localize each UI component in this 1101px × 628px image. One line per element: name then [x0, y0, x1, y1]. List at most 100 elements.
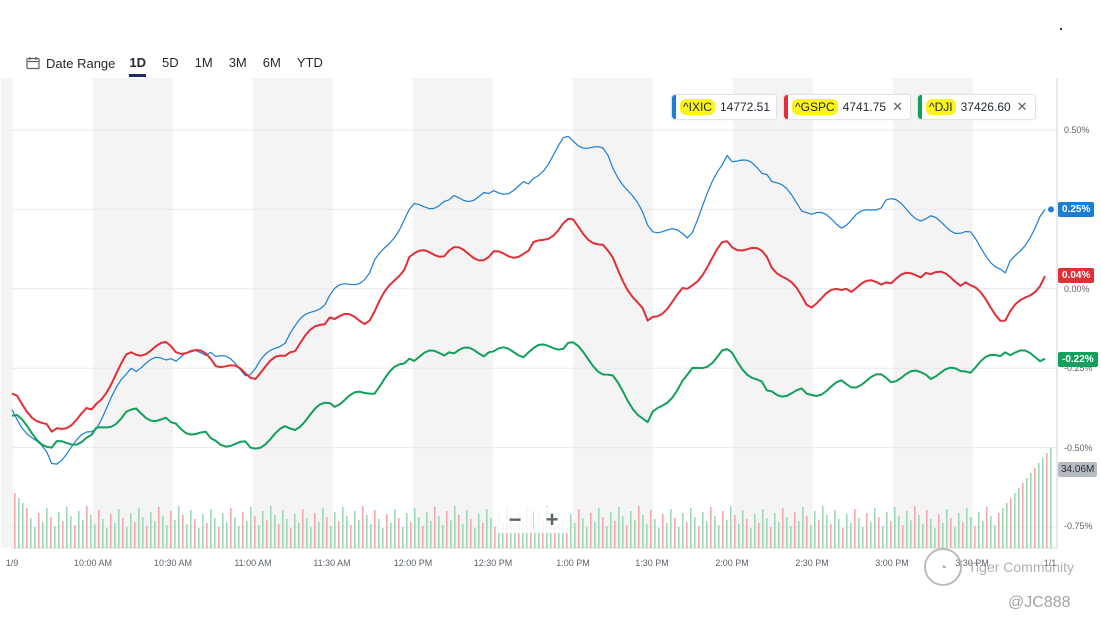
volume-bar [446, 511, 448, 548]
volume-bar [662, 514, 664, 548]
volume-bar [654, 519, 656, 548]
volume-bar [694, 517, 696, 548]
zoom-in-button[interactable]: + [545, 507, 559, 532]
x-tick-label: 12:30 PM [473, 558, 513, 568]
volume-bar [702, 512, 704, 548]
volume-bar [310, 527, 312, 548]
volume-bar [890, 521, 892, 548]
volume-bar [342, 507, 344, 548]
volume-bar [42, 522, 44, 548]
volume-bar [766, 518, 768, 548]
volume-bar [434, 507, 436, 548]
range-ytd-button[interactable]: YTD [296, 54, 323, 70]
volume-bar [1014, 493, 1016, 548]
volume-bar [162, 516, 164, 548]
volume-bar [638, 506, 640, 548]
time-band [93, 78, 173, 548]
volume-bar [62, 521, 64, 548]
corner-dot [1060, 28, 1062, 30]
legend-chip-gspc[interactable]: ^GSPC 4741.75 ✕ [783, 94, 911, 120]
volume-bar [898, 516, 900, 548]
volume-bar [178, 506, 180, 548]
volume-bar [414, 508, 416, 548]
volume-bar [698, 526, 700, 548]
legend-symbol: ^GSPC [792, 99, 838, 115]
volume-bar [950, 518, 952, 548]
watermark-text: Tiger Community [968, 559, 1075, 575]
volume-bar [358, 520, 360, 548]
volume-bar [1018, 488, 1020, 548]
volume-bar [338, 521, 340, 548]
x-tick-label: 3:00 PM [875, 558, 909, 568]
volume-bar [610, 512, 612, 548]
volume-bar [134, 522, 136, 548]
close-icon[interactable]: ✕ [892, 99, 903, 114]
time-band [733, 78, 813, 548]
volume-bar [822, 506, 824, 548]
tiger-logo-icon: ◔ [924, 548, 962, 586]
volume-bar [286, 519, 288, 548]
volume-bar [866, 513, 868, 548]
volume-bar [402, 527, 404, 548]
volume-bar [334, 512, 336, 548]
close-icon[interactable]: ✕ [1016, 99, 1028, 114]
volume-bar [86, 506, 88, 548]
volume-bar [738, 524, 740, 548]
y-tick-label: 0.50% [1064, 125, 1090, 135]
range-5d-button[interactable]: 5D [162, 54, 179, 70]
volume-bar [902, 525, 904, 548]
volume-bar [306, 518, 308, 548]
volume-bar [26, 508, 28, 548]
volume-bar [998, 513, 1000, 548]
legend-chip-ixic[interactable]: ^IXIC 14772.51 [671, 94, 778, 120]
range-1d-button[interactable]: 1D [129, 54, 147, 77]
volume-bar [586, 527, 588, 548]
volume-bar [218, 527, 220, 548]
volume-bar [710, 507, 712, 548]
volume-bar [762, 509, 764, 548]
volume-bar [982, 521, 984, 548]
date-range-button[interactable]: Date Range [26, 56, 115, 71]
volume-bar [14, 493, 16, 548]
volume-bar [522, 521, 524, 548]
volume-bar [878, 517, 880, 548]
volume-bar [962, 522, 964, 548]
volume-bar [378, 519, 380, 548]
legend-color-bar [917, 95, 922, 119]
volume-bar [398, 518, 400, 548]
volume-bar [246, 521, 248, 548]
volume-bar [410, 522, 412, 548]
volume-bar [946, 509, 948, 548]
volume-bar [870, 522, 872, 548]
range-1m-button[interactable]: 1M [194, 54, 213, 70]
volume-tag: 34.06M [1058, 462, 1098, 477]
time-band [1, 78, 13, 548]
volume-bar [630, 511, 632, 548]
volume-bar [270, 506, 272, 548]
volume-bar [78, 511, 80, 548]
volume-bar [238, 526, 240, 548]
volume-bar [278, 524, 280, 548]
volume-bar [214, 518, 216, 548]
volume-bar [830, 524, 832, 548]
range-6m-button[interactable]: 6M [262, 54, 281, 70]
volume-bar [202, 514, 204, 548]
volume-bar [954, 527, 956, 548]
volume-bar [122, 518, 124, 548]
zoom-out-button[interactable]: − [508, 507, 522, 532]
volume-bar [578, 509, 580, 548]
volume-bar [290, 528, 292, 548]
volume-bar [690, 508, 692, 548]
volume-bar [490, 518, 492, 548]
volume-bar [130, 513, 132, 548]
range-3m-button[interactable]: 3M [228, 54, 247, 70]
y-tick-label: -0.25% [1064, 363, 1093, 373]
legend-chip-dji[interactable]: ^DJI 37426.60 ✕ [916, 94, 1036, 120]
zoom-controls: − + [497, 507, 570, 533]
volume-bar [38, 513, 40, 548]
volume-bar [858, 518, 860, 548]
volume-bar [774, 513, 776, 548]
volume-bar [602, 517, 604, 548]
